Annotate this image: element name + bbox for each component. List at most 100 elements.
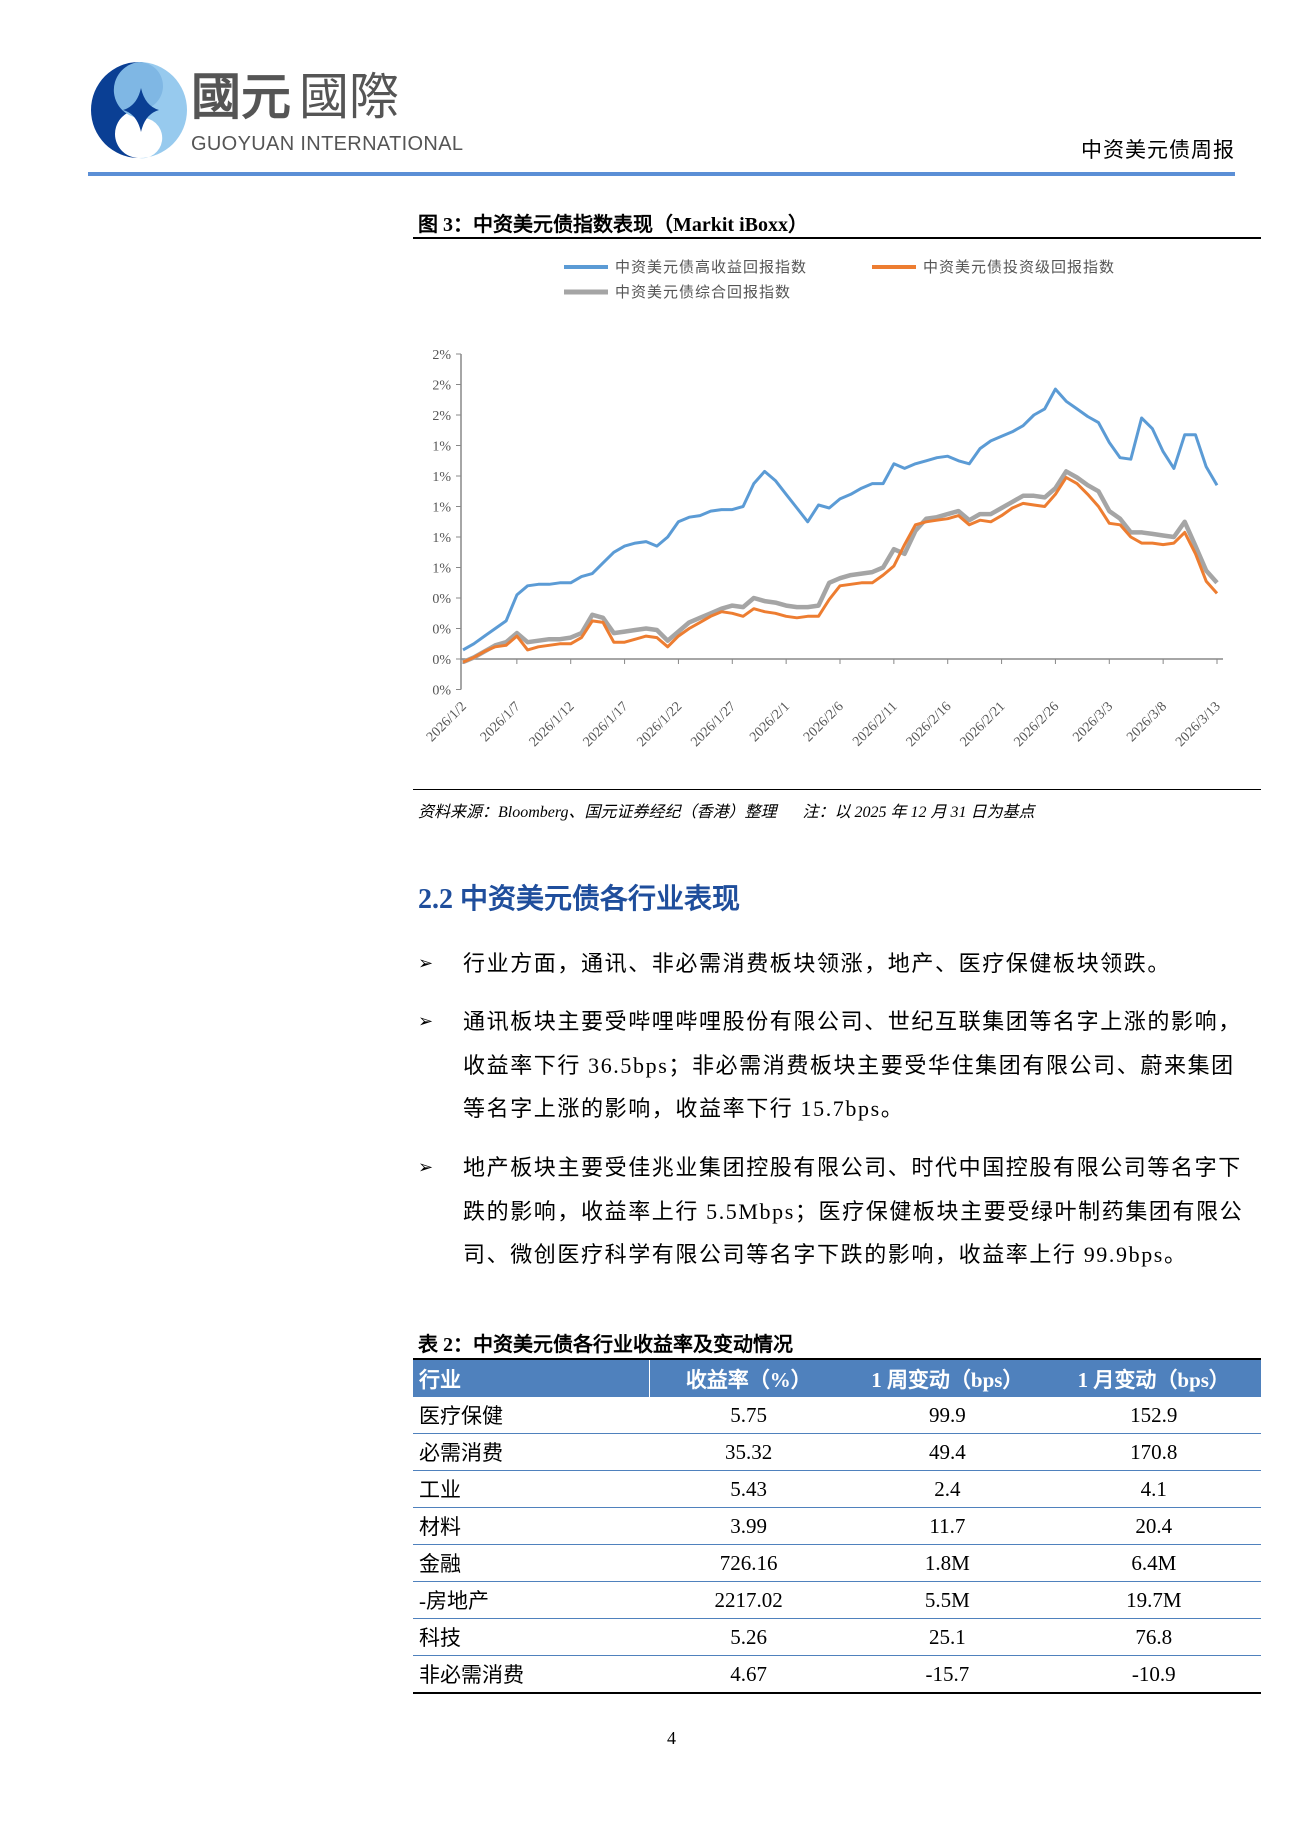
figure-top-rule — [413, 237, 1261, 239]
series-line — [462, 387, 1219, 652]
table-row: 医疗保健 5.75 99.9 152.9 — [413, 1397, 1261, 1434]
arrow-bullet-icon: ➢ — [418, 953, 434, 973]
column-header: 1 月变动（bps） — [1046, 1358, 1261, 1397]
legend-label: 中资美元债高收益回报指数 — [615, 259, 807, 276]
figure-source: 资料来源：Bloomberg、国元证券经纪（香港）整理 注：以 2025 年 12… — [418, 798, 1035, 822]
table-cell: 2.4 — [848, 1470, 1047, 1508]
sector-yield-table: 行业 收益率（%） 1 周变动（bps） 1 月变动（bps） 医疗保健 5.75 99.… — [413, 1358, 1261, 1694]
paragraph-line: 司、微创医疗科学有限公司等名字下跌的影响，收益率上行 99.9bps。 — [463, 1242, 1188, 1267]
x-tick-label: 2026/1/12 — [527, 699, 578, 750]
paragraph-line: 跌的影响，收益率上行 5.5Mbps；医疗保健板块主要受绿叶制药集团有限公 — [463, 1198, 1244, 1224]
table-cell: 5.43 — [649, 1470, 849, 1508]
x-tick-label: 2026/1/2 — [424, 699, 470, 745]
table-row: 工业 5.43 2.4 4.1 — [413, 1470, 1261, 1508]
paragraph-line: 行业方面，通讯、非必需消费板块领涨，地产、医疗保健板块领跌。 — [463, 951, 1172, 976]
table-cell: 152.9 — [1046, 1397, 1261, 1434]
column-header: 行业 — [413, 1358, 650, 1397]
column-header: 收益率（%） — [649, 1358, 849, 1397]
table-cell: 20.4 — [1046, 1507, 1261, 1545]
table-row: 科技 5.26 25.1 76.8 — [413, 1618, 1261, 1656]
y-tick-label: 1% — [432, 440, 451, 455]
table-row: 金融 726.16 1.8M 6.4M — [413, 1544, 1261, 1582]
y-tick-label: 1% — [432, 470, 451, 485]
table-cell: -10.9 — [1046, 1655, 1261, 1694]
table-cell: 5.75 — [649, 1397, 849, 1434]
table-row: 非必需消费 4.67 -15.7 -10.9 — [413, 1655, 1261, 1694]
baseline-note: 注：以 2025 年 12 月 31 日为基点 — [802, 804, 1035, 821]
table-title: 表 2：中资美元债各行业收益率及变动情况 — [418, 1334, 793, 1356]
table-cell: -15.7 — [848, 1655, 1047, 1694]
table-cell: 726.16 — [649, 1544, 849, 1582]
x-tick-label: 2026/1/17 — [581, 699, 632, 750]
table-cell: 科技 — [413, 1618, 650, 1656]
y-tick-label: 2% — [432, 379, 451, 394]
x-tick-label: 2026/3/3 — [1070, 699, 1116, 745]
paragraph-line: 等名字上涨的影响，收益率下行 15.7bps。 — [463, 1096, 905, 1121]
x-tick-label: 2026/2/1 — [747, 699, 793, 745]
company-logo: 國元 國際 GUOYUAN INTERNATIONAL — [89, 58, 469, 162]
table-cell: 25.1 — [848, 1618, 1047, 1656]
x-tick-label: 2026/3/13 — [1173, 699, 1224, 750]
page-number: 4 — [667, 1728, 676, 1748]
table-cell: 必需消费 — [413, 1433, 650, 1471]
y-tick-label: 0% — [432, 653, 451, 668]
legend-label: 中资美元债投资级回报指数 — [923, 259, 1115, 276]
source-text: 资料来源：Bloomberg、国元证券经纪（香港）整理 — [418, 804, 777, 821]
guoyuan-logo-icon: 國元 國際 GUOYUAN INTERNATIONAL — [91, 62, 463, 159]
table-cell: 6.4M — [1046, 1544, 1261, 1582]
bullet-paragraph: ➢ 行业方面，通讯、非必需消费板块领涨，地产、医疗保健板块领跌。 — [418, 942, 1261, 986]
table-cell: 11.7 — [848, 1507, 1047, 1545]
legend-label: 中资美元债综合回报指数 — [615, 284, 791, 301]
x-tick-label: 2026/2/26 — [1012, 699, 1063, 750]
table-cell: 170.8 — [1046, 1433, 1261, 1471]
y-tick-label: 0% — [432, 592, 451, 607]
table-cell: 35.32 — [649, 1433, 849, 1471]
table-cell: 工业 — [413, 1470, 650, 1508]
column-header: 1 周变动（bps） — [848, 1358, 1047, 1397]
table-cell: 49.4 — [848, 1433, 1047, 1471]
paragraph-line: 收益率下行 36.5bps；非必需消费板块主要受华住集团有限公司、蔚来集团 — [463, 1052, 1235, 1078]
x-tick-label: 2026/2/11 — [850, 699, 900, 749]
y-tick-label: 1% — [432, 562, 451, 577]
y-tick-label: 2% — [432, 409, 451, 424]
chart-axes: 0% 0% 0% 0% 1% 1% 1% 1% 1% 2% 2% 2% 2026/1/2 2026/1/7… — [424, 348, 1224, 750]
figure-bottom-rule — [413, 789, 1261, 790]
table-header-row: 行业 收益率（%） 1 周变动（bps） 1 月变动（bps） — [413, 1358, 1261, 1397]
x-tick-label: 2026/1/22 — [635, 699, 686, 750]
table-cell: 19.7M — [1046, 1581, 1261, 1619]
svg-text:國元: 國元 — [191, 68, 291, 126]
table-cell: 99.9 — [848, 1397, 1047, 1434]
x-tick-label: 2026/3/8 — [1124, 699, 1170, 745]
report-title: 中资美元债周报 — [1081, 138, 1235, 162]
table-cell: 医疗保健 — [413, 1397, 650, 1434]
y-tick-label: 1% — [432, 501, 451, 516]
x-tick-label: 2026/2/6 — [801, 699, 847, 745]
header-divider — [88, 172, 1235, 176]
table-cell: 3.99 — [649, 1507, 849, 1545]
x-tick-label: 2026/2/16 — [904, 699, 955, 750]
table-cell: -房地产 — [413, 1581, 650, 1619]
table-cell: 1.8M — [848, 1544, 1047, 1582]
figure-title: 图 3：中资美元债指数表现（Markit iBoxx） — [418, 214, 808, 236]
table-cell: 金融 — [413, 1544, 650, 1582]
arrow-bullet-icon: ➢ — [418, 1011, 434, 1031]
svg-text:國際: 國際 — [299, 68, 399, 126]
y-tick-label: 0% — [432, 684, 451, 699]
bullet-paragraph: ➢ 通讯板块主要受哔哩哔哩股份有限公司、世纪互联集团等名字上涨的影响， 收益率下行 … — [418, 1000, 1261, 1131]
paragraph-line: 地产板块主要受佳兆业集团控股有限公司、时代中国控股有限公司等名字下 — [463, 1155, 1242, 1180]
x-tick-label: 2026/1/27 — [688, 699, 739, 750]
table-cell: 非必需消费 — [413, 1655, 650, 1694]
x-tick-label: 2026/2/21 — [958, 699, 1009, 750]
table-row: 材料 3.99 11.7 20.4 — [413, 1507, 1261, 1545]
chart-series — [462, 387, 1219, 665]
table-cell: 2217.02 — [649, 1581, 849, 1619]
bullet-paragraph: ➢ 地产板块主要受佳兆业集团控股有限公司、时代中国控股有限公司等名字下 跌的影响，收… — [418, 1146, 1261, 1277]
table-row: 必需消费 35.32 49.4 170.8 — [413, 1433, 1261, 1471]
table-cell: 4.67 — [649, 1655, 849, 1694]
table-row: -房地产 2217.02 5.5M 19.7M — [413, 1581, 1261, 1619]
arrow-bullet-icon: ➢ — [418, 1157, 434, 1177]
table-cell: 材料 — [413, 1507, 650, 1545]
table-cell: 4.1 — [1046, 1470, 1261, 1508]
